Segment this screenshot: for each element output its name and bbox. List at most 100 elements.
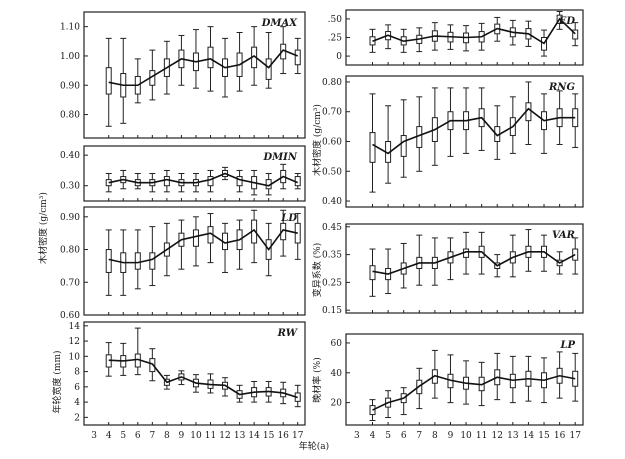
x-tick-label: 3	[91, 431, 97, 441]
y-tick-label: 1.10	[60, 23, 80, 33]
x-tick-label: 9	[179, 431, 185, 441]
box	[207, 46, 214, 69]
box	[369, 265, 376, 281]
box	[265, 58, 272, 80]
y-tick-label: 0.45	[322, 223, 342, 233]
x-tick-label: 10	[460, 431, 472, 441]
x-tick-label: 14	[248, 431, 260, 441]
median-line	[372, 251, 576, 275]
y-tick-label: 0	[336, 52, 342, 62]
plot-frame	[345, 223, 584, 314]
y-tick-label: 0.90	[60, 213, 80, 223]
x-tick-label: 16	[554, 431, 566, 441]
y-tick-label: 0.70	[322, 108, 342, 118]
y-tick-label: 14	[69, 322, 81, 332]
x-tick-label: 7	[416, 431, 422, 441]
y-tick-label: 0.40	[60, 151, 80, 161]
panel-title: ED	[558, 16, 576, 27]
x-tick-label: 6	[401, 431, 407, 441]
panel-rng: 0.40 0.50 0.60 0.70 0.80 RNG	[322, 75, 584, 208]
x-tick-label: 6	[135, 431, 141, 441]
x-tick-label: 13	[234, 431, 246, 441]
y-tick-label: 10	[69, 352, 81, 362]
y-tick-label: 0.80	[60, 246, 80, 256]
median-line	[108, 49, 299, 87]
ylabel-width-left: 年轮宽度 (mm)	[51, 351, 63, 414]
box	[294, 49, 301, 66]
box	[134, 252, 141, 270]
y-tick-label: 0.60	[60, 311, 80, 321]
x-tick-label: 12	[219, 431, 230, 441]
median-line	[372, 107, 576, 155]
x-tick-label: 15	[263, 431, 275, 441]
median-line	[372, 17, 576, 45]
panel-var: 0.15 0.25 0.35 0.45 VAR	[322, 223, 584, 316]
median-line	[108, 358, 298, 399]
box	[280, 222, 287, 241]
median-line	[108, 228, 298, 264]
ylabel-density-left: 木材密度 (g/cm³)	[37, 192, 49, 264]
y-tick-label: 0.50	[322, 167, 342, 177]
y-tick-label: 0.80	[322, 78, 342, 88]
x-tick-label: 8	[164, 431, 170, 441]
x-tick-label: 4	[106, 431, 112, 441]
x-tick-label: 16	[277, 431, 289, 441]
panel-title: RW	[277, 328, 299, 339]
y-tick-label: 40	[331, 369, 343, 379]
plot-frame	[83, 321, 306, 426]
median-line	[108, 172, 299, 187]
y-tick-label: 1.00	[60, 52, 80, 62]
box	[105, 67, 112, 95]
panel-title: LD	[280, 213, 297, 224]
plot-frame	[345, 333, 584, 426]
y-tick-label: 0.25	[322, 278, 342, 288]
box	[572, 29, 579, 40]
plot-frame	[345, 75, 584, 208]
box	[207, 176, 214, 187]
y-tick-label: 0.35	[322, 251, 342, 261]
y-tick-label: 0.15	[322, 306, 342, 316]
ylabel-density-right: 木材密度 (g/cm³)	[311, 104, 323, 176]
y-tick-label: 0.30	[60, 182, 80, 192]
plot-frame	[83, 11, 306, 139]
x-tick-label: 17	[292, 431, 304, 441]
panel-ld: 0.60 0.70 0.80 0.90 LD	[60, 206, 306, 321]
box	[149, 252, 156, 270]
x-tick-label: 8	[432, 431, 438, 441]
y-tick-label: 0.80	[60, 111, 80, 121]
panel-title: RNG	[548, 82, 575, 93]
x-tick-label: 10	[190, 431, 202, 441]
panel-title: DMIN	[262, 152, 297, 163]
x-tick-label: 7	[149, 431, 155, 441]
panel-title: LP	[559, 340, 575, 351]
panel-dmin: 0.30 0.40 DMIN	[60, 145, 306, 202]
plot-frame	[83, 206, 306, 316]
y-tick-label: .50	[328, 15, 343, 25]
x-tick-label: 13	[507, 431, 519, 441]
x-tick-label: 14	[523, 431, 535, 441]
x-tick-label: 4	[370, 431, 376, 441]
x-tick-label: 5	[120, 431, 126, 441]
x-tick-label: 3	[354, 431, 360, 441]
y-tick-label: 0.60	[322, 138, 342, 148]
y-tick-label: 0.40	[322, 197, 342, 207]
xlabel: 年轮(a)	[299, 440, 329, 452]
x-tick-label: 15	[538, 431, 550, 441]
y-tick-label: 2	[74, 413, 80, 423]
y-tick-label: 0.70	[60, 278, 80, 288]
x-tick-label: 17	[569, 431, 581, 441]
panel-title: VAR	[552, 230, 575, 241]
plot-frame	[83, 145, 306, 202]
y-tick-label: 4	[74, 398, 80, 408]
y-tick-label: 0.90	[60, 81, 80, 91]
box	[163, 176, 170, 187]
y-tick-label: 8	[74, 368, 80, 378]
y-tick-label: 6	[74, 383, 80, 393]
x-tick-label: 11	[205, 431, 216, 441]
panel-title: DMAX	[261, 18, 299, 29]
box	[105, 249, 112, 273]
y-tick-label: .25	[328, 34, 343, 44]
